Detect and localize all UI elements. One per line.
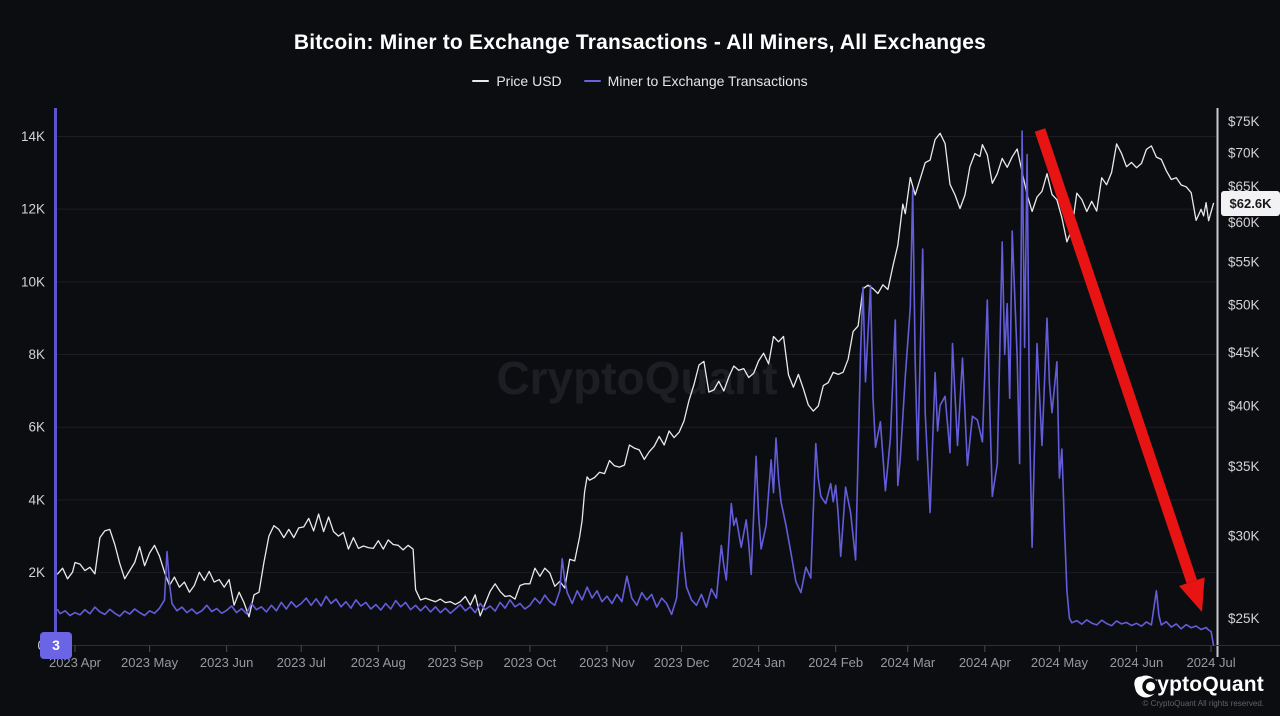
x-axis-tick-label: 2023 Nov — [579, 655, 635, 670]
legend-label-price-usd: Price USD — [496, 73, 562, 89]
y-right-tick-label: $60K — [1228, 215, 1260, 230]
cryptoquant-logo-icon — [1135, 675, 1160, 698]
cryptoquant-watermark: CryptoQuant — [496, 352, 777, 404]
legend-item-miner-to-exchange[interactable]: Miner to Exchange Transactions — [583, 73, 808, 89]
price-last-value-badge: $62.6K — [1221, 190, 1280, 216]
x-axis-ticks: 2023 Apr 2023 May 2023 Jun 2023 Jul 2023 Aug… — [49, 645, 1236, 670]
chart-title: Bitcoin: Miner to Exchange Transactions … — [293, 31, 987, 54]
x-axis-tick-label: 2023 Jul — [277, 655, 326, 670]
x-axis-tick-label: 2024 Apr — [959, 655, 1012, 670]
x-axis-tick-label: 2024 Mar — [880, 655, 936, 670]
series-line-miner-tx — [56, 130, 1215, 647]
miner-tx-last-value-badge: 3 — [40, 631, 72, 659]
x-axis-tick-label: 2024 May — [1031, 655, 1089, 670]
y-left-tick-label: 8K — [28, 347, 45, 362]
y-right-tick-label: $75K — [1228, 114, 1260, 129]
y-right-tick-label: $30K — [1228, 529, 1260, 544]
arrow-shaft — [1034, 128, 1198, 584]
y-right-tick-label: $65K — [1228, 179, 1260, 194]
x-axis-tick-label: 2023 May — [121, 655, 179, 670]
x-axis-tick-label: 2024 Feb — [808, 655, 863, 670]
miner-tx-legend-dash-icon — [583, 79, 601, 83]
footer-copyright: © CryptoQuant All rights reserved. — [1142, 699, 1265, 708]
x-axis-tick-label: 2023 Aug — [351, 655, 406, 670]
x-axis-tick-label: 2023 Oct — [504, 655, 557, 670]
x-axis-tick-label: 2024 Jan — [732, 655, 786, 670]
y-left-tick-label: 6K — [28, 420, 45, 435]
y-left-tick-label: 10K — [21, 274, 45, 289]
y-right-tick-label: $50K — [1228, 298, 1260, 313]
y-left-tick-label: 12K — [21, 202, 45, 217]
footer-brand-name: CryptoQuant — [1133, 673, 1264, 696]
y-right-tick-label: $25K — [1228, 611, 1260, 626]
price-usd-legend-dash-icon — [472, 79, 490, 83]
red-arrow-annotation — [1034, 128, 1205, 612]
x-axis-tick-label: 2023 Sep — [428, 655, 484, 670]
y-left-axis-labels: 02K4K6K8K10K12K14K — [21, 129, 45, 653]
axis-lines — [54, 108, 1280, 657]
y-left-tick-label: 14K — [21, 129, 45, 144]
x-axis-tick-label: 2024 Jun — [1110, 655, 1164, 670]
y-left-tick-label: 2K — [28, 565, 45, 580]
footer: CryptoQuant © CryptoQuant All rights res… — [1133, 673, 1264, 708]
x-axis-tick-label: 2024 Jul — [1186, 655, 1235, 670]
x-axis-tick-label: 2023 Apr — [49, 655, 102, 670]
y-right-tick-label: $55K — [1228, 254, 1260, 269]
arrow-head — [1179, 577, 1205, 612]
data-series — [56, 130, 1215, 647]
y-right-tick-label: $35K — [1228, 459, 1260, 474]
y-right-tick-label: $45K — [1228, 345, 1260, 360]
y-left-tick-label: 4K — [28, 492, 45, 507]
x-axis-tick-label: 2023 Jun — [200, 655, 254, 670]
y-right-tick-label: $40K — [1228, 399, 1260, 414]
y-right-tick-label: $70K — [1228, 145, 1260, 160]
legend-item-price-usd[interactable]: Price USD — [472, 73, 562, 89]
y-right-axis-labels: $25K $30K $35K $40K $45K $50K $55K $60K $65K $70K… — [1228, 114, 1260, 626]
x-axis-tick-label: 2023 Dec — [654, 655, 710, 670]
chart-legend: Price USD Miner to Exchange Transactions — [0, 73, 1280, 89]
legend-label-miner-to-exchange: Miner to Exchange Transactions — [607, 73, 808, 89]
series-line-price-usd — [56, 132, 1215, 618]
